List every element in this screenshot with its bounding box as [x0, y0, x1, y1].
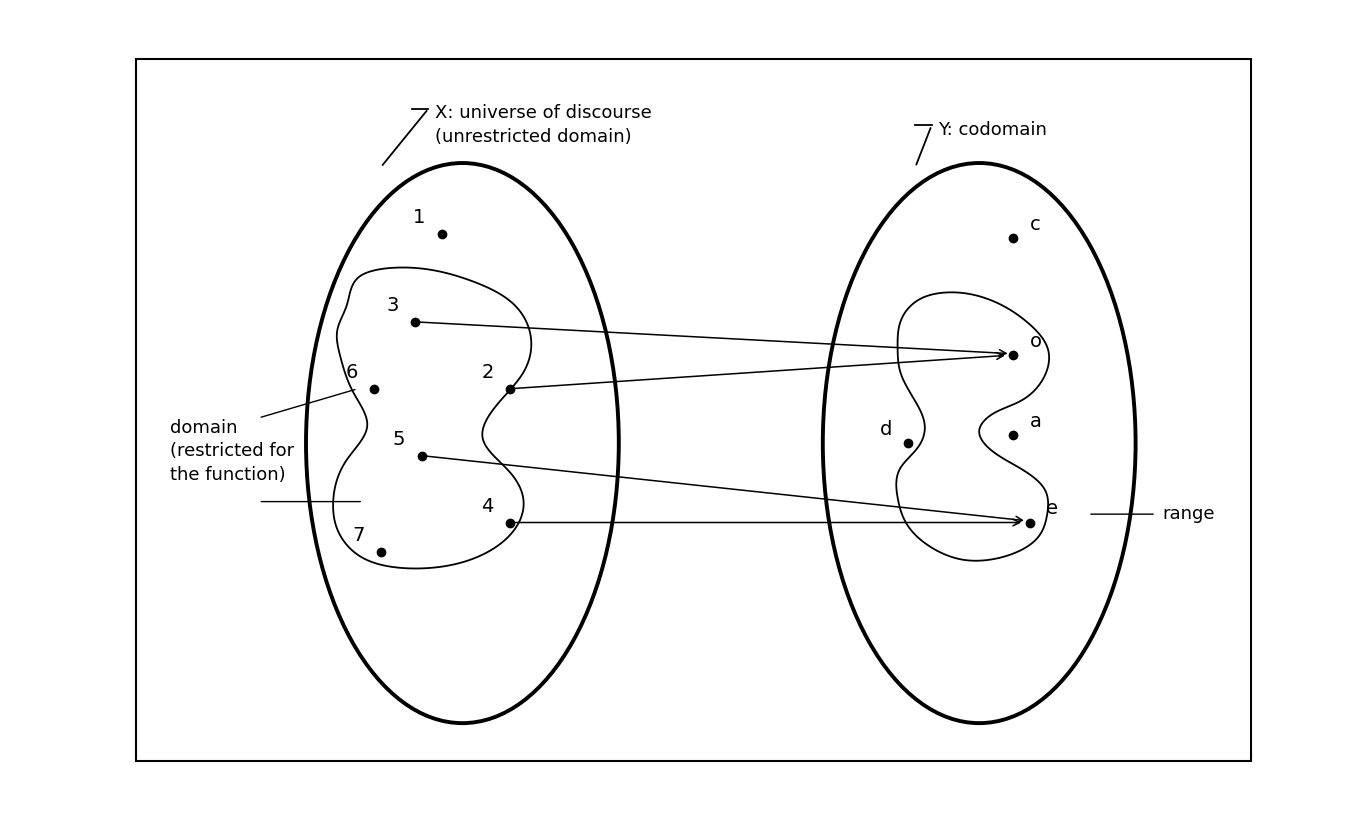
- Text: d: d: [880, 420, 892, 439]
- Text: c: c: [1030, 215, 1040, 234]
- Text: 2: 2: [481, 363, 494, 382]
- Text: range: range: [1163, 505, 1216, 523]
- Text: e: e: [1046, 499, 1058, 518]
- Text: 3: 3: [386, 296, 398, 315]
- Text: 7: 7: [352, 526, 364, 545]
- Text: o: o: [1030, 332, 1042, 351]
- Ellipse shape: [823, 163, 1136, 723]
- Text: X: universe of discourse
(unrestricted domain): X: universe of discourse (unrestricted d…: [435, 104, 651, 146]
- Text: domain
(restricted for
the function): domain (restricted for the function): [170, 419, 294, 484]
- Polygon shape: [896, 293, 1049, 561]
- Text: 4: 4: [481, 497, 494, 516]
- Bar: [136, 59, 1251, 761]
- Text: 6: 6: [345, 363, 358, 382]
- Text: 5: 5: [393, 430, 405, 449]
- Polygon shape: [333, 268, 532, 568]
- Text: Y: codomain: Y: codomain: [938, 121, 1047, 140]
- Text: a: a: [1030, 411, 1042, 431]
- Text: 1: 1: [413, 208, 426, 227]
- Ellipse shape: [306, 163, 619, 723]
